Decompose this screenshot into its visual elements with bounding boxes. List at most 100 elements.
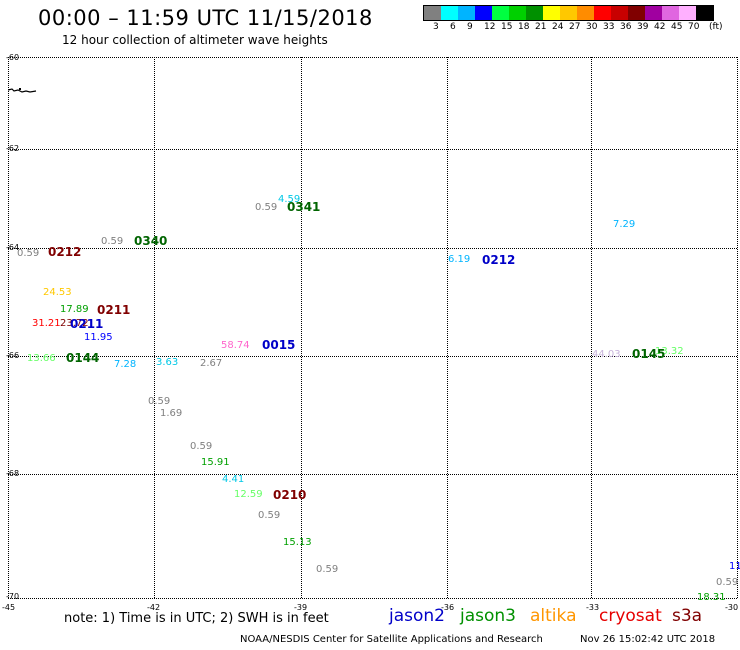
satellite-legend-item: jason2 xyxy=(389,606,445,626)
wave-height-label: 3.63 xyxy=(156,357,179,368)
satellite-legend-item: altika xyxy=(530,606,577,626)
wave-height-label: 7.29 xyxy=(613,219,636,230)
legend-swatch xyxy=(611,6,628,20)
legend-swatch xyxy=(458,6,475,20)
pass-time-label: 0211 xyxy=(70,317,104,331)
grid-line-horizontal xyxy=(8,474,737,475)
wave-height-label: 1.69 xyxy=(160,408,183,419)
generated-timestamp: Nov 26 15:02:42 UTC 2018 xyxy=(580,634,716,645)
wave-height-label: 18.31 xyxy=(697,592,726,603)
legend-swatch xyxy=(475,6,492,20)
pass-time-label: 0210 xyxy=(273,488,307,502)
lon-label: -33 xyxy=(586,603,600,612)
map-plot-area xyxy=(8,57,738,599)
legend-swatch xyxy=(679,6,696,20)
legend-swatch xyxy=(509,6,526,20)
legend-label: 39 xyxy=(637,22,649,32)
wave-height-label: 0.59 xyxy=(316,564,339,575)
legend-label: 24 xyxy=(552,22,564,32)
legend-label: 42 xyxy=(654,22,666,32)
wave-height-label: 4.59 xyxy=(278,194,301,205)
legend-label: 45 xyxy=(671,22,683,32)
legend-swatch xyxy=(577,6,594,20)
legend-label: (ft) xyxy=(709,22,723,32)
wave-height-label: 0.59 xyxy=(190,441,213,452)
grid-line-horizontal xyxy=(8,248,737,249)
wave-height-label: 13.32 xyxy=(655,346,684,357)
satellite-legend-item: s3a xyxy=(672,606,703,626)
legend-label: 18 xyxy=(518,22,530,32)
wave-height-label: 58.74 xyxy=(221,340,250,351)
wave-height-label: 15.91 xyxy=(201,457,230,468)
wave-height-label: 15.13 xyxy=(283,537,312,548)
grid-line-horizontal xyxy=(8,57,737,58)
legend-swatch xyxy=(526,6,543,20)
pass-time-label: 0212 xyxy=(48,245,82,259)
legend-swatch xyxy=(662,6,679,20)
legend-swatch xyxy=(560,6,577,20)
legend-label: 9 xyxy=(467,22,473,32)
wave-height-label: 24.53 xyxy=(43,287,72,298)
legend-label: 6 xyxy=(450,22,456,32)
wave-height-label: 23.72 xyxy=(60,318,89,329)
wave-height-label: 4.41 xyxy=(222,474,245,485)
wave-height-label: 0.59 xyxy=(255,202,278,213)
lon-label: -36 xyxy=(441,603,455,612)
wave-height-label: 0.59 xyxy=(258,510,281,521)
legend-swatch xyxy=(441,6,458,20)
lon-label: -39 xyxy=(294,603,308,612)
pass-time-label: 0340 xyxy=(134,234,168,248)
pass-time-label: 0145 xyxy=(632,347,666,361)
wave-height-label: 11.95 xyxy=(84,332,113,343)
lat-label: -62 xyxy=(6,144,20,153)
grid-line-vertical xyxy=(154,57,155,598)
legend-swatch xyxy=(594,6,611,20)
grid-line-vertical xyxy=(8,57,9,598)
lat-label: -68 xyxy=(6,469,20,478)
legend-label: 15 xyxy=(501,22,513,32)
wave-height-label: 0.59 xyxy=(716,577,739,588)
wave-height-label: 31.21 xyxy=(32,318,61,329)
wave-height-label: 0.59 xyxy=(101,236,124,247)
wave-height-label: 44.03 xyxy=(592,349,621,360)
grid-line-vertical xyxy=(301,57,302,598)
grid-line-horizontal xyxy=(8,356,737,357)
legend-swatch xyxy=(424,6,441,20)
grid-line-vertical xyxy=(447,57,448,598)
wave-height-label: 0.59 xyxy=(148,396,171,407)
grid-line-horizontal xyxy=(8,149,737,150)
lat-label: -66 xyxy=(6,351,20,360)
pass-time-label: 0341 xyxy=(287,200,321,214)
lat-label: -60 xyxy=(6,53,20,62)
legend-swatch xyxy=(628,6,645,20)
wave-height-label: 0.59 xyxy=(17,248,40,259)
chart-title: 00:00 – 11:59 UTC 11/15/2018 xyxy=(38,6,373,30)
lon-label: -45 xyxy=(2,603,16,612)
legend-label: 70 xyxy=(688,22,700,32)
footer-note: note: 1) Time is in UTC; 2) SWH is in fe… xyxy=(64,611,329,626)
credit-line: NOAA/NESDIS Center for Satellite Applica… xyxy=(240,634,543,645)
pass-time-label: 0144 xyxy=(66,351,100,365)
legend-label: 30 xyxy=(586,22,598,32)
lon-label: -30 xyxy=(725,603,739,612)
lon-label: -42 xyxy=(147,603,161,612)
legend-label: 27 xyxy=(569,22,581,32)
wave-height-label: 2.67 xyxy=(200,358,223,369)
legend-swatch xyxy=(645,6,662,20)
lat-label: -64 xyxy=(6,243,20,252)
legend-label: 3 xyxy=(433,22,439,32)
wave-height-label: 11 xyxy=(729,561,740,572)
wave-height-label: 17.89 xyxy=(60,304,89,315)
pass-time-label: 0211 xyxy=(97,303,131,317)
pass-time-label: 0015 xyxy=(262,338,296,352)
grid-line-vertical xyxy=(737,57,738,598)
color-legend xyxy=(423,5,714,21)
legend-label: 33 xyxy=(603,22,615,32)
legend-swatch xyxy=(492,6,509,20)
pass-time-label: 0212 xyxy=(482,253,516,267)
wave-height-label: 7.28 xyxy=(114,359,137,370)
legend-label: 12 xyxy=(484,22,496,32)
legend-label: 36 xyxy=(620,22,632,32)
chart-subtitle: 12 hour collection of altimeter wave hei… xyxy=(62,33,328,47)
wave-height-label: 12.59 xyxy=(234,489,263,500)
